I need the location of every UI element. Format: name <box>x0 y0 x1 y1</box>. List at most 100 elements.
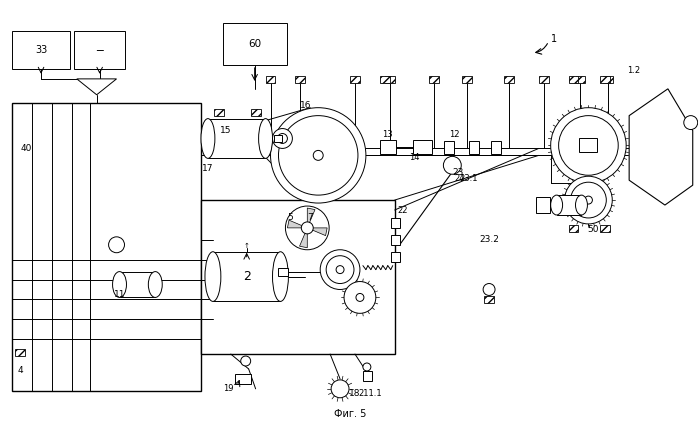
Text: 2: 2 <box>243 270 251 283</box>
Text: 23.2: 23.2 <box>479 235 499 244</box>
Text: 12: 12 <box>449 130 460 139</box>
Bar <box>603 76 613 83</box>
Bar <box>12 103 201 391</box>
Bar <box>391 218 400 228</box>
Text: 22: 22 <box>398 206 408 214</box>
Circle shape <box>326 256 354 283</box>
Bar <box>15 349 25 356</box>
Bar <box>484 297 494 303</box>
Circle shape <box>313 151 323 160</box>
Text: 11: 11 <box>114 290 125 299</box>
Bar <box>208 118 265 158</box>
Circle shape <box>286 206 329 250</box>
Bar <box>385 76 395 83</box>
Bar <box>580 138 597 152</box>
Ellipse shape <box>241 356 251 366</box>
Bar <box>201 200 395 354</box>
Circle shape <box>483 283 495 295</box>
Text: 1: 1 <box>551 34 556 44</box>
Bar <box>363 371 372 381</box>
Bar <box>214 109 224 115</box>
Bar <box>601 76 610 83</box>
Polygon shape <box>77 79 116 95</box>
Text: ↑: ↑ <box>244 243 250 249</box>
Circle shape <box>551 108 626 183</box>
Text: 19: 19 <box>223 385 234 393</box>
Circle shape <box>108 237 125 253</box>
Bar <box>568 76 578 83</box>
Ellipse shape <box>205 252 221 302</box>
Circle shape <box>356 294 364 302</box>
Bar <box>274 135 282 143</box>
Bar <box>213 252 281 302</box>
Text: 17: 17 <box>202 164 214 173</box>
Ellipse shape <box>272 252 288 302</box>
Bar <box>504 76 514 83</box>
Ellipse shape <box>148 272 162 297</box>
Circle shape <box>363 363 371 371</box>
Bar <box>380 76 390 83</box>
Bar <box>223 23 288 65</box>
Bar <box>234 374 251 384</box>
Text: 5: 5 <box>288 214 293 222</box>
Bar <box>412 140 433 154</box>
Ellipse shape <box>113 272 127 297</box>
Circle shape <box>331 380 349 398</box>
Text: 33: 33 <box>35 45 47 55</box>
Text: 211.1: 211.1 <box>358 389 382 398</box>
Bar <box>575 76 585 83</box>
Bar <box>391 252 400 262</box>
Text: 50: 50 <box>587 225 599 234</box>
Circle shape <box>344 282 376 313</box>
Text: 24: 24 <box>454 174 465 183</box>
Circle shape <box>320 250 360 289</box>
Bar <box>265 76 276 83</box>
Bar <box>491 141 501 154</box>
Bar <box>601 225 610 232</box>
Text: 18: 18 <box>349 389 360 398</box>
Bar <box>469 141 479 154</box>
Circle shape <box>570 182 606 218</box>
Circle shape <box>584 196 592 204</box>
Text: 14: 14 <box>410 153 420 162</box>
Text: Фиг. 5: Фиг. 5 <box>334 409 366 419</box>
Circle shape <box>336 266 344 274</box>
Bar <box>391 235 400 245</box>
Text: ─: ─ <box>97 45 103 55</box>
Bar <box>444 141 454 154</box>
Circle shape <box>565 176 612 224</box>
Bar <box>74 31 125 69</box>
Bar <box>430 76 440 83</box>
Bar <box>279 268 288 275</box>
Bar <box>568 225 578 232</box>
Circle shape <box>301 222 313 234</box>
Circle shape <box>584 140 594 151</box>
Text: 40: 40 <box>20 144 32 153</box>
Ellipse shape <box>551 195 563 215</box>
Circle shape <box>443 157 461 174</box>
Polygon shape <box>307 228 327 236</box>
Text: 4: 4 <box>18 366 23 376</box>
Bar <box>380 140 395 154</box>
Bar <box>120 272 155 297</box>
Text: 13: 13 <box>382 130 393 139</box>
Bar <box>350 76 360 83</box>
Text: 23: 23 <box>452 168 463 177</box>
Polygon shape <box>300 228 307 248</box>
Text: 7: 7 <box>307 214 313 222</box>
Ellipse shape <box>201 118 215 158</box>
Text: 1.2: 1.2 <box>628 66 640 75</box>
Bar <box>12 31 70 69</box>
Circle shape <box>279 115 358 195</box>
Circle shape <box>559 115 618 175</box>
Ellipse shape <box>258 118 272 158</box>
Polygon shape <box>629 89 693 205</box>
Bar <box>251 109 260 115</box>
Circle shape <box>277 134 288 143</box>
Bar <box>295 76 305 83</box>
Bar <box>462 76 472 83</box>
Text: 23.1: 23.1 <box>459 174 478 183</box>
Polygon shape <box>288 220 307 228</box>
Bar <box>556 195 582 215</box>
Ellipse shape <box>575 195 587 215</box>
